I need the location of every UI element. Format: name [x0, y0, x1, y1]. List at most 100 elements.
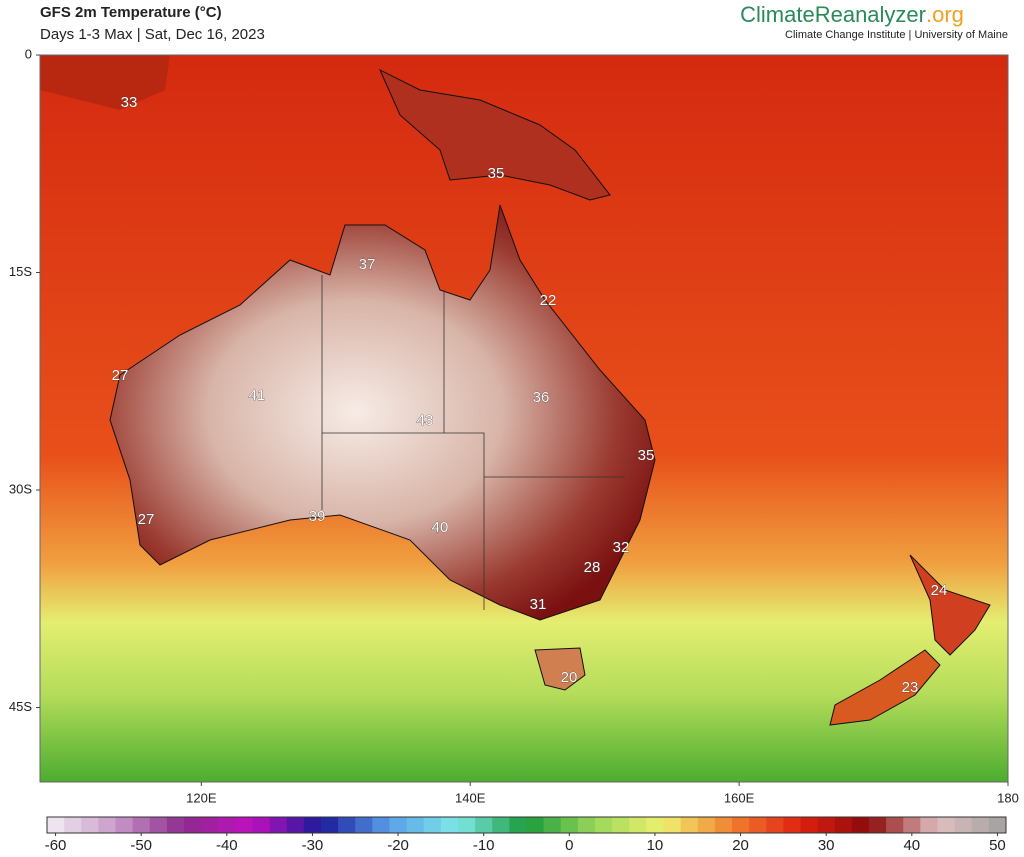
brand: ClimateReanalyzer	[740, 2, 926, 27]
colorbar-tick-label: -20	[387, 837, 409, 854]
colorbar-cell	[749, 817, 767, 833]
lat-tick-label: 45S	[9, 699, 32, 714]
colorbar-cell	[817, 817, 836, 833]
map-area	[40, 55, 1008, 782]
land-tasmania	[534, 647, 586, 691]
colorbar-cell	[132, 817, 151, 833]
temperature-label: 27	[138, 511, 155, 528]
temperature-label: 28	[584, 559, 601, 576]
colorbar-cell	[851, 817, 870, 833]
colorbar-cell	[595, 817, 613, 833]
colorbar-tick-label: -50	[130, 837, 152, 854]
temperature-label: 43	[417, 412, 434, 429]
colorbar-cell	[954, 817, 973, 833]
colorbar-cell	[869, 817, 887, 833]
colorbar-cell	[475, 817, 493, 833]
colorbar-cell	[800, 817, 819, 833]
colorbar-cell	[303, 817, 322, 833]
temperature-label: 20	[561, 669, 578, 686]
temperature-label: 36	[533, 389, 550, 406]
land-nz-south	[829, 649, 941, 726]
colorbar-cell	[321, 817, 339, 833]
colorbar-cell	[629, 817, 647, 833]
colorbar-tick-label: -60	[45, 837, 67, 854]
colorbar-cell	[937, 817, 956, 833]
colorbar-frame	[46, 816, 1007, 834]
colorbar-cell	[732, 817, 750, 833]
land-australia	[109, 204, 656, 621]
lon-tick-label: 180	[997, 790, 1019, 805]
colorbar-cell	[372, 817, 390, 833]
lat-tick-label: 15S	[9, 264, 32, 279]
land-borneo	[40, 55, 170, 110]
colorbar-tick-label: 20	[732, 837, 749, 854]
colorbar-cell	[269, 817, 288, 833]
colorbar-cell	[680, 817, 699, 833]
temperature-label: 32	[613, 539, 630, 556]
temperature-label: 37	[359, 256, 376, 273]
colorbar-cell	[526, 817, 545, 833]
colorbar-cell	[81, 817, 99, 833]
temperature-label: 39	[309, 508, 326, 525]
state-borders	[321, 275, 625, 610]
colorbar-cell	[218, 817, 236, 833]
colorbar-cell	[47, 817, 65, 833]
subtitle: Days 1-3 Max | Sat, Dec 16, 2023	[40, 26, 265, 43]
colorbar-tick-label: 0	[565, 837, 573, 854]
colorbar-cell	[612, 817, 630, 833]
brand-suffix: .org	[926, 2, 964, 27]
temperature-label: 31	[530, 596, 547, 613]
colorbar-cell	[166, 817, 185, 833]
land-nz-north	[909, 554, 991, 656]
map-frame	[39, 54, 1009, 783]
temperature-label: 35	[488, 165, 505, 182]
lon-tick-label: 160E	[724, 790, 755, 805]
colorbar-cell	[98, 817, 116, 833]
colorbar-tick-label: 50	[989, 837, 1006, 854]
colorbar-cell	[338, 817, 356, 833]
temperature-label: 33	[121, 94, 138, 111]
colorbar-cell	[149, 817, 168, 833]
colorbar-cell	[543, 817, 562, 833]
temperature-label: 41	[249, 387, 266, 404]
colorbar-cell	[971, 817, 990, 833]
colorbar-cell	[886, 817, 904, 833]
temperature-label: 40	[432, 519, 449, 536]
lon-tick-label: 140E	[455, 790, 486, 805]
temperature-label: 24	[931, 582, 948, 599]
temperature-label: 27	[112, 367, 129, 384]
temperature-label: 35	[638, 447, 655, 464]
colorbar-cell	[903, 817, 921, 833]
colorbar-tick-label: -40	[216, 837, 238, 854]
colorbar-cell	[458, 817, 476, 833]
colorbar-cell	[184, 817, 202, 833]
colorbar-cell	[920, 817, 938, 833]
colorbar-cell	[355, 817, 373, 833]
colorbar-cell	[783, 817, 801, 833]
colorbar-cell	[577, 817, 596, 833]
colorbar-cell	[509, 817, 527, 833]
colorbar-tick-label: -30	[302, 837, 324, 854]
land-png	[378, 68, 611, 201]
colorbar-tick-label: -10	[473, 837, 495, 854]
temperature-label: 22	[540, 292, 557, 309]
colorbar-cell	[560, 817, 579, 833]
colorbar-cell	[492, 817, 510, 833]
colorbar-cell	[834, 817, 853, 833]
colorbar-cell	[389, 817, 408, 833]
title: GFS 2m Temperature (°C)	[40, 4, 222, 21]
colorbar-cell	[115, 817, 134, 833]
colorbar-cell	[714, 817, 733, 833]
temperature-label: 23	[902, 679, 919, 696]
colorbar-cell	[766, 817, 784, 833]
colorbar-cell	[406, 817, 425, 833]
colorbar-cell	[440, 817, 459, 833]
lat-tick-label: 30S	[9, 481, 32, 496]
colorbar-cell	[988, 817, 1007, 833]
lon-tick-label: 120E	[186, 790, 217, 805]
colorbar-tick-label: 10	[647, 837, 664, 854]
colorbar-cell	[663, 817, 682, 833]
institute: Climate Change Institute | University of…	[785, 29, 1008, 41]
